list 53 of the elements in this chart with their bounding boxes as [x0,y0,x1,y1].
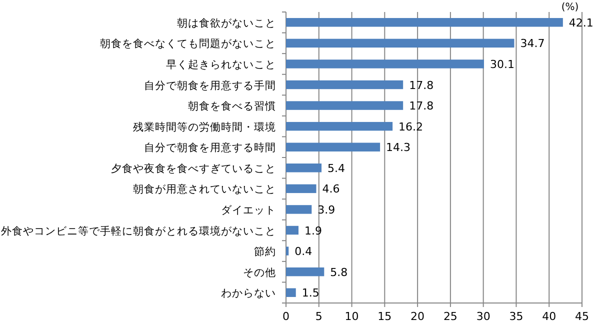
data-label: 0.4 [294,245,312,258]
bar [286,184,316,194]
x-tick-label: 15 [378,310,392,323]
x-tick-label: 35 [509,310,524,323]
bar [286,267,324,276]
y-tick-label: 夕食や夜食を食べすぎていること [111,162,276,175]
y-tick-label: ダイエット [221,204,276,216]
y-tick-label: 朝食を食べる習慣 [188,100,276,113]
data-label: 14.3 [386,141,411,154]
x-tick-label: 45 [575,310,589,323]
y-tick-label: 朝食が用意されていないこと [133,182,276,196]
data-label: 34.7 [520,37,545,50]
annotation: (%) [561,2,579,13]
data-label: 1.5 [302,286,320,300]
bar [286,80,404,90]
y-tick-label: 自分で朝食を用意する時間 [144,141,276,154]
bar [286,18,563,27]
y-tick-label: 自分で朝食を用意する手間 [144,78,276,92]
bar [286,38,514,48]
y-tick-label: 早く起きられないこと [166,58,276,71]
y-tick-label: 残業時間等の労働時間・環境 [133,120,276,134]
bar [286,288,296,297]
data-label: 3.9 [318,203,336,216]
bar [286,205,312,214]
x-tick-label: 5 [315,310,322,323]
x-tick-label: 25 [443,310,458,323]
data-label: 30.1 [490,58,514,71]
x-tick-label: 10 [344,310,359,323]
data-label: 4.6 [322,182,340,196]
data-label: 5.8 [330,266,348,279]
bar [286,101,404,110]
y-tick-label: 外食やコンビニ等で手軽に朝食がとれる環境がないこと [1,224,276,238]
x-tick-label: 40 [542,310,556,323]
data-label: 16.2 [398,120,424,134]
data-label: 17.8 [409,78,434,92]
bar [286,164,322,172]
data-label: 1.9 [304,224,322,238]
bar [286,226,298,235]
y-tick-label: その他 [243,266,276,279]
bar [286,246,289,256]
data-label: 42.1 [568,16,594,30]
y-tick-label: 節約 [254,246,276,258]
x-tick-label: 20 [410,310,425,323]
y-tick-label: わからない [221,288,276,300]
x-tick-label: 30 [476,310,490,323]
data-label: 5.4 [328,162,346,175]
y-tick-label: 朝は食欲がないこと [177,16,276,30]
bar [286,142,380,152]
y-tick-label: 朝食を食べなくても問題がないこと [100,37,276,50]
bar [286,60,484,68]
x-tick-label: 0 [282,310,290,323]
bar [286,122,393,131]
data-label: 17.8 [409,100,434,113]
